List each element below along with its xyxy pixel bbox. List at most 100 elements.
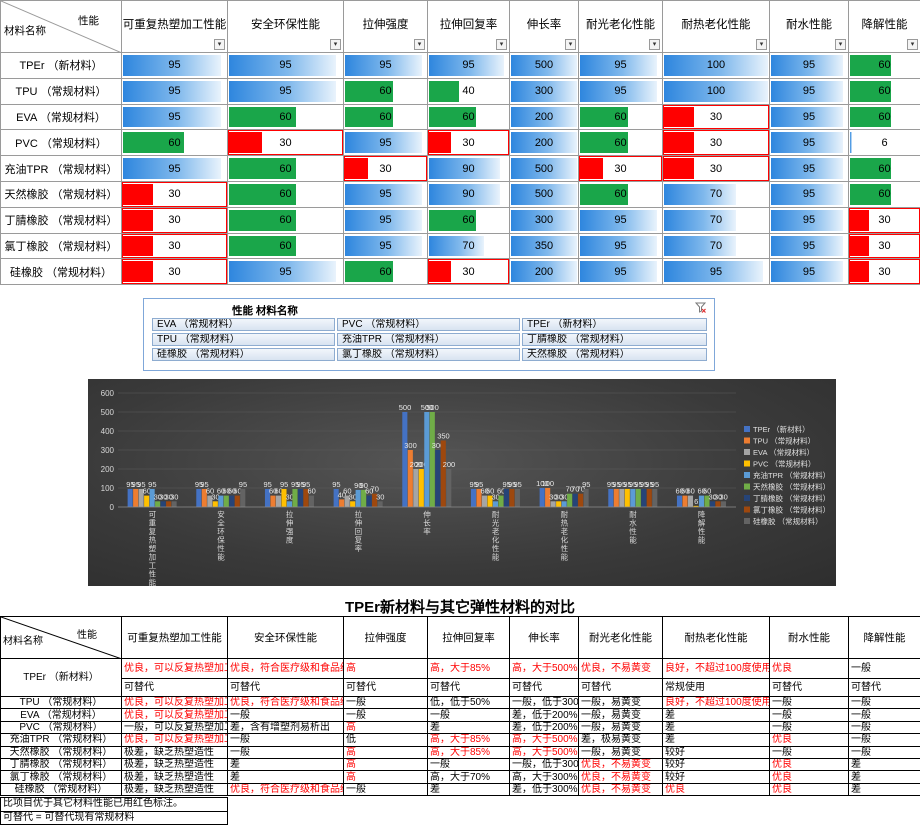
data-bar-cell[interactable]: 95 bbox=[663, 259, 770, 285]
data-bar-cell[interactable]: 30 bbox=[344, 156, 428, 182]
data-bar-cell[interactable]: 95 bbox=[579, 233, 663, 259]
data-bar-cell[interactable]: 30 bbox=[228, 130, 344, 156]
slicer-item[interactable]: 氯丁橡胶 （常规材料） bbox=[337, 348, 520, 361]
data-bar-cell[interactable]: 60 bbox=[428, 207, 510, 233]
data-bar-cell[interactable]: 30 bbox=[663, 104, 770, 130]
slicer-item[interactable]: TPU （常规材料） bbox=[152, 333, 335, 346]
data-bar-cell[interactable]: 300 bbox=[510, 207, 579, 233]
data-bar-cell[interactable]: 95 bbox=[770, 130, 849, 156]
filter-dropdown-icon[interactable]: ▾ bbox=[214, 39, 225, 50]
data-bar-cell[interactable]: 95 bbox=[122, 53, 228, 79]
data-bar-cell[interactable]: 95 bbox=[344, 181, 428, 207]
data-bar-cell[interactable]: 60 bbox=[228, 181, 344, 207]
filter-dropdown-icon[interactable]: ▾ bbox=[835, 39, 846, 50]
filter-dropdown-icon[interactable]: ▾ bbox=[907, 39, 918, 50]
slicer-item[interactable]: EVA （常规材料） bbox=[152, 318, 335, 331]
data-bar-cell[interactable]: 95 bbox=[344, 130, 428, 156]
slicer-item[interactable]: 天然橡胶 （常规材料） bbox=[522, 348, 707, 361]
data-bar-cell[interactable]: 500 bbox=[510, 156, 579, 182]
data-bar-cell[interactable]: 95 bbox=[122, 104, 228, 130]
data-bar-cell[interactable]: 95 bbox=[122, 156, 228, 182]
data-bar-cell[interactable]: 95 bbox=[770, 259, 849, 285]
slicer-item[interactable]: 丁腈橡胶 （常规材料） bbox=[522, 333, 707, 346]
data-bar-cell[interactable]: 95 bbox=[428, 53, 510, 79]
data-bar-cell[interactable]: 30 bbox=[579, 156, 663, 182]
filter-dropdown-icon[interactable]: ▾ bbox=[330, 39, 341, 50]
data-bar-cell[interactable]: 60 bbox=[849, 53, 920, 79]
data-bar-cell[interactable]: 30 bbox=[122, 233, 228, 259]
filter-dropdown-icon[interactable]: ▾ bbox=[565, 39, 576, 50]
data-bar-cell[interactable]: 95 bbox=[579, 259, 663, 285]
data-bar-cell[interactable]: 95 bbox=[228, 78, 344, 104]
data-bar-cell[interactable]: 95 bbox=[122, 78, 228, 104]
data-bar-cell[interactable]: 60 bbox=[849, 156, 920, 182]
data-bar-cell[interactable]: 95 bbox=[579, 78, 663, 104]
data-bar-cell[interactable]: 95 bbox=[579, 53, 663, 79]
data-bar-cell[interactable]: 200 bbox=[510, 130, 579, 156]
data-bar-cell[interactable]: 6 bbox=[849, 130, 920, 156]
data-bar-cell[interactable]: 60 bbox=[579, 104, 663, 130]
slicer-item[interactable]: 硅橡胶 （常规材料） bbox=[152, 348, 335, 361]
data-bar-cell[interactable]: 30 bbox=[428, 259, 510, 285]
data-bar-cell[interactable]: 30 bbox=[663, 130, 770, 156]
data-bar-cell[interactable]: 70 bbox=[428, 233, 510, 259]
data-bar-cell[interactable]: 30 bbox=[849, 233, 920, 259]
data-bar-cell[interactable]: 200 bbox=[510, 104, 579, 130]
data-bar-cell[interactable]: 60 bbox=[849, 181, 920, 207]
data-bar-cell[interactable]: 95 bbox=[228, 259, 344, 285]
data-bar-cell[interactable]: 60 bbox=[849, 78, 920, 104]
data-bar-cell[interactable]: 200 bbox=[510, 259, 579, 285]
filter-dropdown-icon[interactable]: ▾ bbox=[649, 39, 660, 50]
data-bar-cell[interactable]: 100 bbox=[663, 78, 770, 104]
data-bar-cell[interactable]: 95 bbox=[770, 104, 849, 130]
slicer-item[interactable]: 充油TPR （常规材料） bbox=[337, 333, 520, 346]
clear-filter-icon[interactable] bbox=[695, 302, 706, 313]
data-bar-cell[interactable]: 350 bbox=[510, 233, 579, 259]
data-bar-cell[interactable]: 60 bbox=[228, 104, 344, 130]
data-bar-cell[interactable]: 500 bbox=[510, 53, 579, 79]
data-bar-cell[interactable]: 40 bbox=[428, 78, 510, 104]
data-bar-cell[interactable]: 95 bbox=[770, 53, 849, 79]
data-bar-cell[interactable]: 60 bbox=[228, 233, 344, 259]
filter-dropdown-icon[interactable]: ▾ bbox=[756, 39, 767, 50]
data-bar-cell[interactable]: 60 bbox=[228, 156, 344, 182]
data-bar-cell[interactable]: 30 bbox=[849, 259, 920, 285]
data-bar-cell[interactable]: 95 bbox=[344, 207, 428, 233]
data-bar-cell[interactable]: 60 bbox=[344, 104, 428, 130]
data-bar-cell[interactable]: 95 bbox=[770, 156, 849, 182]
data-bar-cell[interactable]: 95 bbox=[344, 233, 428, 259]
data-bar-cell[interactable]: 30 bbox=[122, 181, 228, 207]
data-bar-cell[interactable]: 300 bbox=[510, 78, 579, 104]
data-bar-cell[interactable]: 60 bbox=[122, 130, 228, 156]
data-bar-cell[interactable]: 30 bbox=[849, 207, 920, 233]
data-bar-cell[interactable]: 70 bbox=[663, 233, 770, 259]
data-bar-cell[interactable]: 95 bbox=[770, 207, 849, 233]
filter-dropdown-icon[interactable]: ▾ bbox=[414, 39, 425, 50]
slicer-item[interactable]: TPEr （新材料） bbox=[522, 318, 707, 331]
data-bar-cell[interactable]: 500 bbox=[510, 181, 579, 207]
data-bar-cell[interactable]: 60 bbox=[579, 130, 663, 156]
slicer-item[interactable]: PVC （常规材料） bbox=[337, 318, 520, 331]
data-bar-cell[interactable]: 70 bbox=[663, 207, 770, 233]
data-bar-cell[interactable]: 90 bbox=[428, 156, 510, 182]
data-bar-cell[interactable]: 95 bbox=[770, 233, 849, 259]
data-bar-cell[interactable]: 30 bbox=[122, 259, 228, 285]
data-bar-cell[interactable]: 95 bbox=[770, 78, 849, 104]
data-bar-cell[interactable]: 30 bbox=[428, 130, 510, 156]
data-bar-cell[interactable]: 60 bbox=[579, 181, 663, 207]
data-bar-cell[interactable]: 90 bbox=[428, 181, 510, 207]
data-bar-cell[interactable]: 70 bbox=[663, 181, 770, 207]
data-bar-cell[interactable]: 95 bbox=[344, 53, 428, 79]
data-bar-cell[interactable]: 30 bbox=[122, 207, 228, 233]
data-bar-cell[interactable]: 95 bbox=[228, 53, 344, 79]
data-bar-cell[interactable]: 60 bbox=[344, 78, 428, 104]
data-bar-cell[interactable]: 95 bbox=[770, 181, 849, 207]
data-bar-cell[interactable]: 30 bbox=[663, 156, 770, 182]
data-bar-cell[interactable]: 60 bbox=[428, 104, 510, 130]
material-slicer[interactable]: 性能 材料名称 EVA （常规材料）PVC （常规材料）TPEr （新材料）TP… bbox=[143, 298, 715, 371]
data-bar-cell[interactable]: 60 bbox=[344, 259, 428, 285]
data-bar-cell[interactable]: 95 bbox=[579, 207, 663, 233]
data-bar-cell[interactable]: 60 bbox=[849, 104, 920, 130]
filter-dropdown-icon[interactable]: ▾ bbox=[496, 39, 507, 50]
data-bar-cell[interactable]: 60 bbox=[228, 207, 344, 233]
